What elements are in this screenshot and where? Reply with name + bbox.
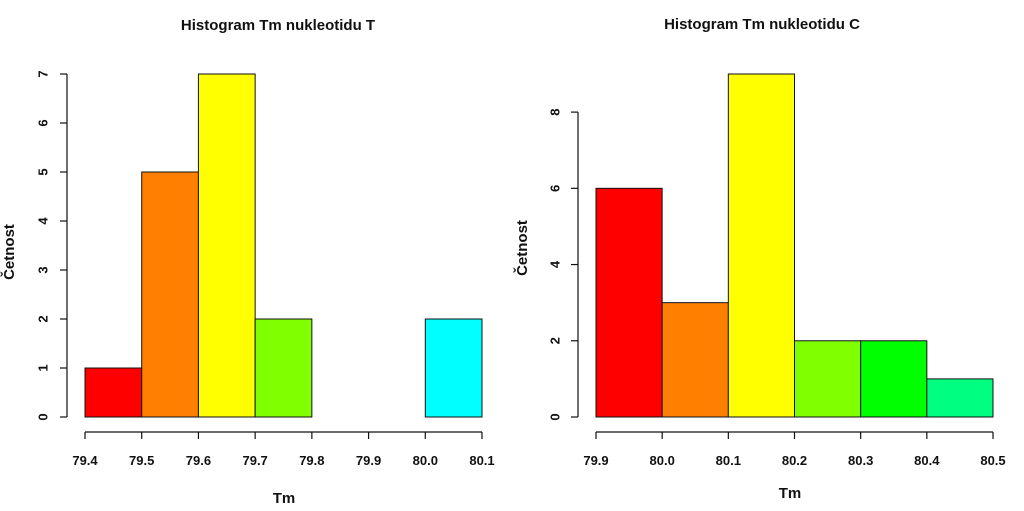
y-tick-label: 0: [547, 413, 562, 420]
histogram-panel-t: Histogram Tm nukleotidu T Tm Četnost 79.…: [0, 17, 495, 507]
x-axis-label-c: Tm: [779, 485, 802, 502]
y-axis-t: 0 1 2 3 4 5 6 7: [35, 70, 68, 421]
y-axis-label-t: Četnost: [0, 224, 18, 280]
y-tick-label: 6: [547, 185, 562, 192]
y-axis-label-c: Četnost: [513, 220, 531, 276]
x-tick-label: 79.8: [299, 453, 324, 468]
x-axis-label-t: Tm: [273, 490, 296, 507]
chart-title-t: Histogram Tm nukleotidu T: [181, 17, 375, 34]
y-axis-c: 0 2 4 6 8: [547, 108, 579, 421]
bar-2: [661, 302, 729, 418]
x-tick-label: 80.4: [914, 453, 940, 468]
bars-c: [595, 73, 994, 418]
x-tick-label: 79.6: [186, 453, 211, 468]
x-tick-label: 79.9: [356, 453, 381, 468]
bar-1: [595, 187, 663, 418]
x-tick-label: 80.0: [650, 453, 675, 468]
y-tick-label: 6: [35, 119, 50, 126]
y-tick-label: 8: [547, 108, 562, 115]
bars-t: [84, 73, 483, 418]
bar-5: [860, 340, 928, 418]
histogram-panel-c: Histogram Tm nukleotidu C Tm Četnost 79.…: [513, 16, 1006, 502]
x-axis-t: 79.4 79.5 79.6 79.7 79.8 79.9 80.0 80.1: [72, 431, 495, 468]
y-tick-label: 2: [547, 337, 562, 344]
bar-6: [926, 378, 994, 418]
x-tick-label: 80.1: [469, 453, 494, 468]
bar-3: [197, 73, 256, 418]
bar-3: [727, 73, 795, 418]
bar-4: [794, 340, 862, 418]
x-axis-c: 79.9 80.0 80.1 80.2 80.3 80.4 80.5: [583, 431, 1006, 468]
y-tick-label: 2: [35, 315, 50, 322]
x-tick-label: 80.2: [782, 453, 807, 468]
x-tick-label: 79.9: [583, 453, 608, 468]
bar-4: [254, 318, 313, 418]
chart-title-c: Histogram Tm nukleotidu C: [664, 16, 860, 33]
y-tick-label: 0: [35, 413, 50, 420]
y-tick-label: 4: [35, 217, 50, 225]
x-tick-label: 79.7: [242, 453, 267, 468]
x-tick-label: 80.3: [848, 453, 873, 468]
y-tick-label: 5: [35, 168, 50, 175]
x-tick-label: 79.5: [129, 453, 154, 468]
x-tick-label: 80.0: [413, 453, 438, 468]
x-tick-label: 80.5: [980, 453, 1005, 468]
bar-7: [424, 318, 483, 418]
x-tick-label: 80.1: [716, 453, 741, 468]
bar-2: [141, 171, 199, 418]
x-tick-label: 79.4: [72, 453, 98, 468]
y-tick-label: 4: [547, 260, 562, 268]
bar-1: [84, 367, 143, 418]
y-tick-label: 1: [35, 364, 50, 371]
y-tick-label: 3: [35, 266, 50, 273]
y-tick-label: 7: [35, 70, 50, 77]
